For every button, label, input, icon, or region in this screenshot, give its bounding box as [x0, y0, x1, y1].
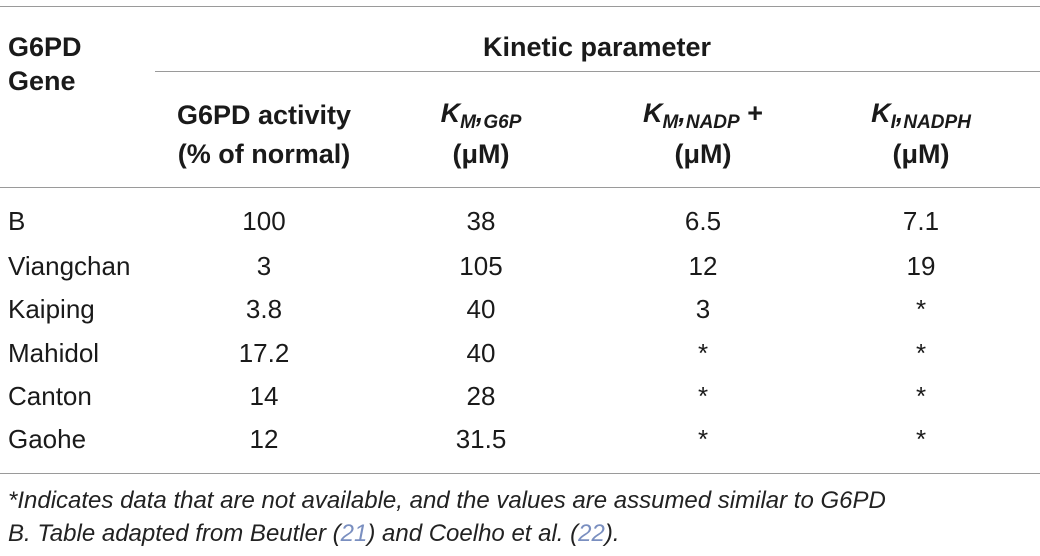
cell-ki-nadph: *: [915, 381, 927, 411]
footnote-line2: B. Table adapted from Beutler (21) and C…: [8, 522, 620, 546]
col-header-activity-line2: (% of normal): [177, 139, 351, 169]
cell-ki-nadph: *: [915, 424, 927, 454]
km-suffix: +: [739, 98, 763, 128]
cell-km-g6p: 31.5: [455, 424, 507, 454]
reference-link-22[interactable]: 22: [578, 520, 605, 547]
col-header-km-nadp-line1: KM,NADP +: [643, 98, 763, 133]
col-header-km-g6p-line1: KM,G6P: [440, 98, 522, 133]
header-gene-line1: G6PD: [8, 32, 82, 62]
km-subscript2: NADP: [685, 112, 740, 133]
cell-km-g6p: 105: [459, 251, 503, 281]
cell-ki-nadph: *: [915, 294, 927, 324]
cell-km-nadp: *: [697, 381, 709, 411]
km-subscript: M: [662, 112, 679, 133]
km-subscript: M: [460, 112, 476, 133]
footnote-text: B. Table adapted from Beutler (: [8, 520, 341, 547]
header-bottom-rule: [0, 187, 1040, 188]
col-header-activity-line1: G6PD activity: [176, 100, 352, 130]
ki-symbol: K: [871, 98, 891, 128]
footnote-text: ) and Coelho et al. (: [367, 520, 579, 547]
cell-km-nadp: *: [697, 338, 709, 368]
km-symbol: K: [440, 98, 461, 128]
cell-gene: Mahidol: [8, 338, 100, 368]
cell-km-nadp: 12: [688, 251, 718, 281]
cell-gene: Viangchan: [8, 251, 131, 281]
ki-subscript2: NADPH: [903, 112, 971, 133]
cell-km-g6p: 40: [466, 294, 496, 324]
cell-activity: 3.8: [245, 294, 283, 324]
km-subscript2: G6P: [483, 112, 522, 133]
cell-km-g6p: 38: [466, 206, 496, 236]
cell-km-g6p: 28: [466, 381, 496, 411]
cell-gene: Gaohe: [8, 424, 87, 454]
ki-subscript: I: [890, 112, 896, 133]
km-sep: ,: [678, 98, 686, 128]
cell-activity: 14: [249, 381, 279, 411]
cell-ki-nadph: *: [915, 338, 927, 368]
cell-gene: B: [8, 206, 26, 236]
cell-km-g6p: 40: [466, 338, 496, 368]
cell-activity: 3: [256, 251, 272, 281]
cell-km-nadp: *: [697, 424, 709, 454]
ki-sep: ,: [895, 98, 904, 128]
reference-link-21[interactable]: 21: [340, 520, 368, 547]
header-group-label: Kinetic parameter: [482, 32, 712, 62]
km-sep: ,: [475, 98, 484, 128]
cell-activity: 12: [249, 424, 279, 454]
col-header-ki-nadph-line2: (μM): [892, 139, 950, 169]
cell-gene: Canton: [8, 381, 92, 411]
cell-activity: 100: [242, 206, 286, 236]
cell-km-nadp: 3: [695, 294, 711, 324]
cell-ki-nadph: 7.1: [902, 206, 940, 236]
cell-gene: Kaiping: [8, 294, 95, 324]
cell-activity: 17.2: [238, 338, 290, 368]
cell-km-nadp: 6.5: [684, 206, 722, 236]
group-underline-rule: [155, 71, 1040, 72]
col-header-ki-nadph-line1: KI,NADPH: [871, 98, 971, 133]
col-header-km-g6p-line2: (μM): [452, 139, 510, 169]
km-symbol: K: [643, 98, 663, 128]
table-bottom-rule: [0, 473, 1040, 474]
footnote-text: ).: [604, 520, 620, 547]
header-gene-line2: Gene: [8, 66, 76, 96]
footnote-line1: *Indicates data that are not available, …: [8, 487, 886, 514]
col-header-km-nadp-line2: (μM): [674, 139, 732, 169]
table-top-rule: [0, 6, 1040, 7]
cell-ki-nadph: 19: [906, 251, 936, 281]
